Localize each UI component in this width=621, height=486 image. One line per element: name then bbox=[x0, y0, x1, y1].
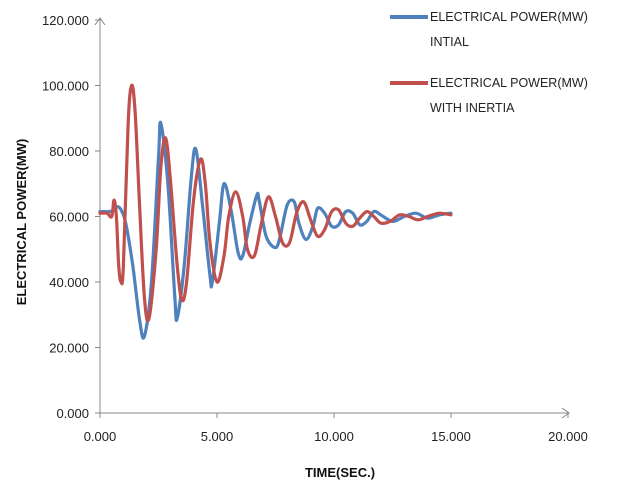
y-tick-label: 120.000 bbox=[42, 13, 89, 28]
x-axis-label: TIME(SEC.) bbox=[305, 465, 375, 480]
series-line-2 bbox=[98, 83, 453, 323]
series-line-1 bbox=[98, 120, 453, 340]
legend-label-2: WITH INERTIA bbox=[430, 101, 515, 115]
y-tick-label: 60.000 bbox=[49, 210, 89, 225]
y-tick-label: 100.000 bbox=[42, 79, 89, 94]
y-tick-label: 80.000 bbox=[49, 144, 89, 159]
series-lines bbox=[98, 83, 453, 340]
legend: ELECTRICAL POWER(MW) INTIAL ELECTRICAL POW… bbox=[390, 10, 588, 115]
y-axis-label: ELECTRICAL POWER(MW) bbox=[14, 139, 29, 306]
x-tick-label: 10.000 bbox=[314, 429, 354, 444]
legend-label-1: ELECTRICAL POWER(MW) bbox=[430, 10, 588, 24]
y-tick-label: 20.000 bbox=[49, 341, 89, 356]
x-axis-arrow bbox=[561, 407, 570, 419]
axes bbox=[94, 17, 570, 419]
y-axis-arrow bbox=[94, 17, 106, 26]
y-tick-label: 0.000 bbox=[56, 406, 89, 421]
x-tick-label: 0.000 bbox=[84, 429, 117, 444]
legend-label-2: ELECTRICAL POWER(MW) bbox=[430, 76, 588, 90]
legend-label-1: INTIAL bbox=[430, 35, 469, 49]
y-tick-label: 40.000 bbox=[49, 275, 89, 290]
x-tick-label: 15.000 bbox=[431, 429, 471, 444]
x-tick-label: 5.000 bbox=[201, 429, 234, 444]
x-tick-label: 20.000 bbox=[548, 429, 588, 444]
tick-labels: 0.000 5.000 10.000 15.000 20.000 0.000 20.000 4… bbox=[42, 13, 588, 444]
